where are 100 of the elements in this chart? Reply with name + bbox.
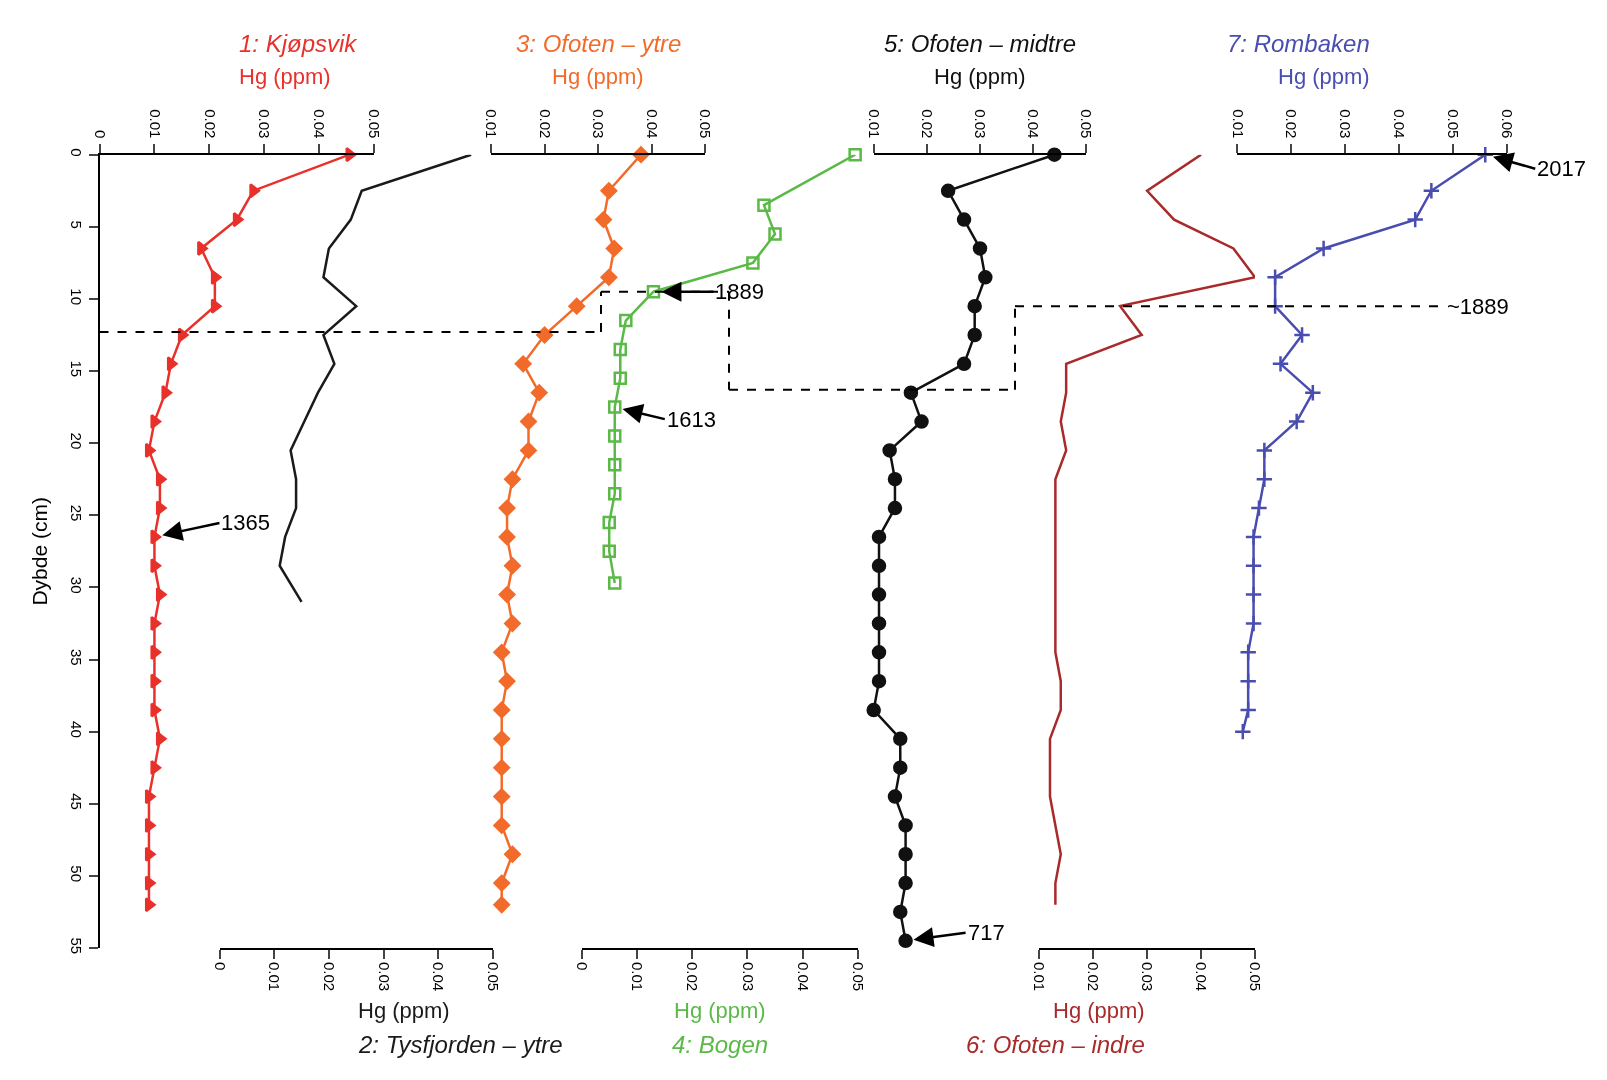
point: [493, 759, 511, 777]
point: [504, 470, 521, 488]
point: [568, 297, 586, 315]
x-tick-label: 0: [573, 962, 591, 971]
text: 2: Tysfjorden – ytre: [358, 1031, 563, 1058]
point: [871, 616, 887, 631]
point: [871, 645, 887, 660]
x-tick-label: 0.03: [739, 962, 757, 992]
x-tick-label: 0.01: [865, 109, 883, 139]
point: [608, 458, 622, 472]
point: [150, 529, 162, 545]
x-tick-label: 0.03: [375, 962, 393, 992]
annotation: 1613: [667, 407, 716, 432]
point: [887, 471, 903, 487]
x-tick-label: 0: [91, 130, 109, 139]
point: [1239, 672, 1258, 691]
point: [498, 499, 516, 517]
point: [871, 529, 887, 545]
x-tick-label: 0.04: [430, 962, 448, 992]
point: [144, 442, 156, 458]
annotation: 1365: [221, 510, 270, 535]
point: [848, 147, 862, 162]
point: [893, 731, 908, 747]
point: [1266, 268, 1285, 287]
point: [887, 789, 903, 804]
x-tick-label: 0.05: [1445, 109, 1463, 139]
point: [1287, 412, 1306, 431]
point: [608, 429, 622, 443]
x-tick-label: 0.04: [311, 109, 329, 139]
x-tick-label: 0.01: [1031, 962, 1049, 992]
point: [155, 731, 167, 747]
y-tick-label: 5: [67, 220, 85, 229]
point: [498, 586, 516, 604]
point: [493, 896, 511, 914]
point: [602, 515, 616, 530]
y-tick-label: 15: [67, 360, 85, 378]
point: [144, 875, 156, 891]
point: [493, 788, 511, 805]
y-tick-label: 30: [67, 576, 85, 594]
point: [898, 818, 913, 833]
point: [166, 356, 178, 372]
point: [967, 298, 982, 314]
point: [1239, 643, 1258, 662]
point: [746, 256, 760, 270]
point: [898, 847, 913, 862]
x-axis-title: Hg (ppm): [1278, 64, 1370, 89]
point: [1255, 470, 1274, 489]
x-tick-label: 0.02: [1085, 962, 1103, 992]
x-tick-label: 0.03: [590, 109, 608, 139]
x-tick-label: 0.04: [1391, 109, 1409, 139]
point: [940, 183, 956, 198]
point: [1244, 614, 1263, 633]
x-tick-label: 0.05: [697, 109, 715, 139]
y-tick-label: 20: [67, 432, 85, 450]
point: [914, 414, 929, 429]
chart-title: 1: Kjøpsvik: [239, 30, 359, 57]
point: [1314, 239, 1333, 258]
point: [1293, 326, 1312, 344]
point: [882, 443, 897, 458]
point: [520, 413, 537, 430]
annotation: 1889: [715, 279, 764, 304]
point: [978, 270, 993, 285]
point: [1303, 383, 1322, 402]
point: [493, 643, 511, 661]
point: [155, 500, 167, 516]
x-tick-label: 0.04: [1193, 962, 1211, 992]
x-axis-title: Hg (ppm): [1053, 998, 1145, 1023]
x-tick-label: 0.02: [321, 962, 339, 992]
point: [530, 384, 548, 402]
y-axis-title: Dybde (cm): [28, 497, 52, 606]
x-tick-label: 0.06: [1498, 109, 1516, 139]
point: [150, 702, 162, 718]
text: 6: Ofoten – indre: [966, 1031, 1145, 1058]
text: 4: Bogen: [672, 1031, 769, 1058]
point: [956, 356, 972, 372]
y-tick-label: 40: [67, 721, 85, 738]
point: [504, 557, 521, 575]
point: [600, 182, 618, 200]
x-tick-label: 0.03: [1139, 962, 1157, 992]
y-tick-label: 55: [67, 937, 85, 955]
point: [866, 702, 881, 718]
y-tick-label: 25: [67, 504, 85, 522]
x-tick-label: 0.02: [201, 109, 219, 139]
point: [155, 471, 167, 487]
point: [1239, 701, 1258, 719]
x-tick-label: 0.01: [628, 962, 646, 992]
x-tick-label: 0.02: [918, 109, 936, 139]
point: [210, 298, 222, 314]
point: [1422, 181, 1441, 200]
chart-title: 3: Ofoten – ytre: [516, 30, 682, 57]
x-tick-label: 0.05: [850, 962, 868, 992]
x-tick-label: 0.05: [485, 962, 503, 992]
point: [757, 198, 771, 212]
x-axis-title: Hg (ppm): [358, 998, 450, 1023]
point: [232, 212, 244, 228]
x-tick-label: 0.01: [266, 962, 284, 992]
point: [600, 268, 618, 286]
point: [155, 587, 167, 603]
point: [161, 385, 173, 401]
point: [210, 269, 222, 285]
